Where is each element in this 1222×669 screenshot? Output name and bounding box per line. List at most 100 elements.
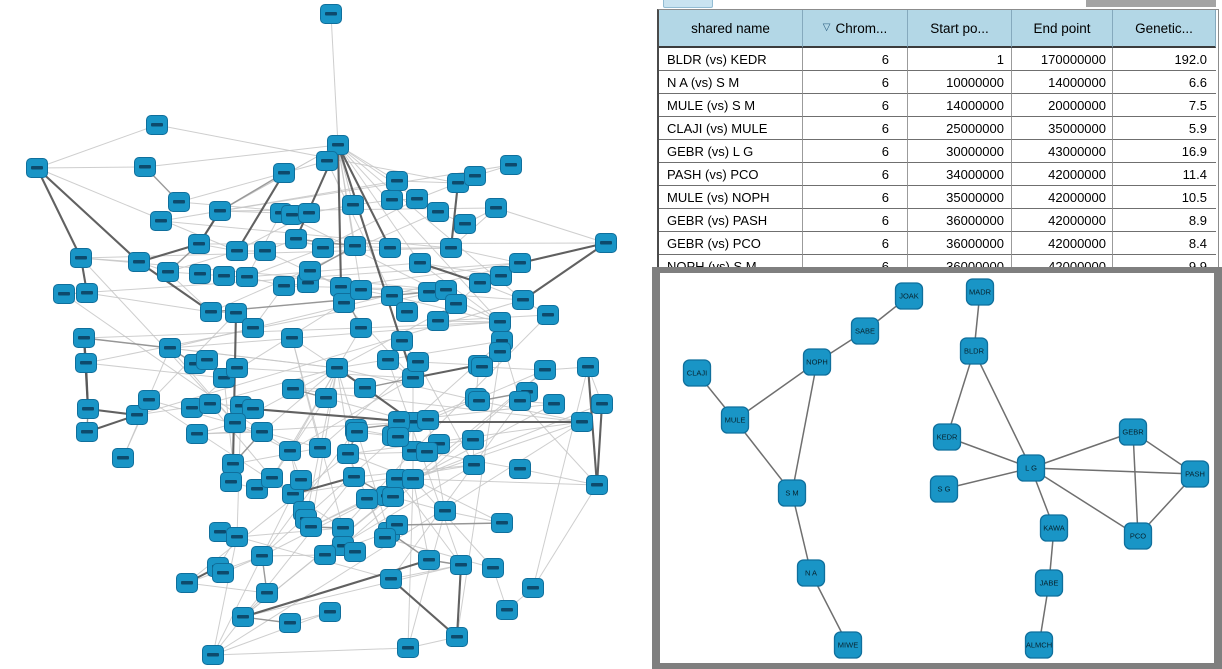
network-edge[interactable]: [291, 337, 344, 529]
network-node[interactable]: [409, 253, 431, 273]
table-cell[interactable]: 11.4: [1113, 163, 1216, 186]
network-edge[interactable]: [330, 13, 339, 146]
network-node[interactable]: [281, 205, 303, 225]
network-node[interactable]: [386, 171, 408, 191]
table-cell[interactable]: 20000000: [1012, 94, 1113, 117]
network-node[interactable]: [236, 267, 258, 287]
network-node[interactable]: [150, 211, 172, 231]
table-row-shared-name[interactable]: MULE (vs) NOPH: [659, 186, 803, 209]
network-node[interactable]: [242, 318, 264, 338]
network-node[interactable]: [468, 391, 490, 411]
selected-network-node[interactable]: KEDR: [932, 423, 962, 451]
network-edge[interactable]: [160, 180, 398, 222]
network-node[interactable]: [146, 115, 168, 135]
network-edge[interactable]: [86, 292, 212, 313]
table-cell[interactable]: 42000000: [1012, 232, 1113, 255]
network-node[interactable]: [112, 448, 134, 468]
table-cell[interactable]: 8.9: [1113, 209, 1216, 232]
network-edge[interactable]: [456, 340, 503, 638]
network-node[interactable]: [285, 229, 307, 249]
network-node[interactable]: [354, 378, 376, 398]
network-node[interactable]: [586, 475, 608, 495]
network-edge[interactable]: [83, 327, 362, 339]
network-node[interactable]: [273, 163, 295, 183]
network-node[interactable]: [427, 311, 449, 331]
network-node[interactable]: [138, 390, 160, 410]
network-node[interactable]: [327, 135, 349, 155]
network-node[interactable]: [76, 422, 98, 442]
network-node[interactable]: [128, 252, 150, 272]
network-node[interactable]: [73, 328, 95, 348]
network-edge[interactable]: [36, 124, 158, 169]
main-network-view[interactable]: [0, 0, 652, 669]
network-edge[interactable]: [212, 647, 409, 656]
selected-network-node[interactable]: SABE: [850, 317, 880, 345]
network-edge[interactable]: [242, 564, 462, 618]
network-node[interactable]: [350, 280, 372, 300]
network-edge[interactable]: [412, 478, 430, 561]
table-row-shared-name[interactable]: GEBR (vs) L G: [659, 140, 803, 163]
network-node[interactable]: [489, 342, 511, 362]
network-edge[interactable]: [532, 366, 589, 589]
table-cell[interactable]: 6: [803, 117, 908, 140]
network-edge[interactable]: [169, 347, 236, 424]
network-node[interactable]: [181, 398, 203, 418]
network-node[interactable]: [374, 528, 396, 548]
table-cell[interactable]: 14000000: [908, 94, 1012, 117]
network-edge[interactable]: [138, 261, 212, 313]
network-edge[interactable]: [85, 362, 225, 379]
network-node[interactable]: [496, 600, 518, 620]
network-node[interactable]: [319, 602, 341, 622]
selected-network-canvas[interactable]: JOAK MADR SABE NOPH BLDR CLAJI MULE KEDR GEBR L G…: [660, 273, 1214, 663]
network-node[interactable]: [402, 469, 424, 489]
selected-network-node[interactable]: N A: [796, 559, 826, 587]
table-row-shared-name[interactable]: GEBR (vs) PCO: [659, 232, 803, 255]
column-header-end-point[interactable]: End point: [1012, 10, 1113, 48]
selected-network-edge[interactable]: [973, 350, 1032, 469]
table-row-shared-name[interactable]: PASH (vs) PCO: [659, 163, 803, 186]
network-edge[interactable]: [36, 167, 82, 259]
network-edge[interactable]: [396, 522, 503, 526]
table-cell[interactable]: 14000000: [1012, 71, 1113, 94]
network-node[interactable]: [256, 583, 278, 603]
network-node[interactable]: [379, 238, 401, 258]
network-edge[interactable]: [532, 484, 598, 589]
column-header-chromosome[interactable]: ▽ Chrom...: [803, 10, 908, 48]
network-edge[interactable]: [449, 182, 460, 249]
network-node[interactable]: [70, 248, 92, 268]
network-edge[interactable]: [144, 144, 339, 168]
column-header-start-point[interactable]: Start po...: [908, 10, 1012, 48]
table-cell[interactable]: 6: [803, 186, 908, 209]
table-cell[interactable]: 25000000: [908, 117, 1012, 140]
network-node[interactable]: [251, 546, 273, 566]
network-edge[interactable]: [450, 247, 521, 264]
network-edge[interactable]: [292, 464, 475, 495]
network-edge[interactable]: [412, 421, 583, 480]
network-node[interactable]: [199, 394, 221, 414]
table-cell[interactable]: 6: [803, 232, 908, 255]
network-node[interactable]: [417, 410, 439, 430]
network-node[interactable]: [469, 273, 491, 293]
network-node[interactable]: [450, 555, 472, 575]
network-node[interactable]: [471, 357, 493, 377]
network-node[interactable]: [543, 394, 565, 414]
network-node[interactable]: [77, 399, 99, 419]
selected-network-node[interactable]: JOAK: [894, 282, 924, 310]
table-cell[interactable]: 36000000: [908, 232, 1012, 255]
network-node[interactable]: [261, 468, 283, 488]
network-node[interactable]: [316, 151, 338, 171]
network-node[interactable]: [314, 545, 336, 565]
table-row-shared-name[interactable]: MULE (vs) S M: [659, 94, 803, 117]
table-cell[interactable]: 42000000: [1012, 209, 1113, 232]
network-node[interactable]: [485, 198, 507, 218]
network-node[interactable]: [382, 487, 404, 507]
network-node[interactable]: [232, 607, 254, 627]
network-node[interactable]: [537, 305, 559, 325]
network-edge[interactable]: [390, 400, 521, 580]
network-node[interactable]: [434, 501, 456, 521]
network-edge[interactable]: [495, 207, 607, 244]
table-cell[interactable]: 8.4: [1113, 232, 1216, 255]
network-node[interactable]: [344, 542, 366, 562]
network-edge[interactable]: [178, 172, 285, 203]
network-edge[interactable]: [252, 407, 414, 424]
